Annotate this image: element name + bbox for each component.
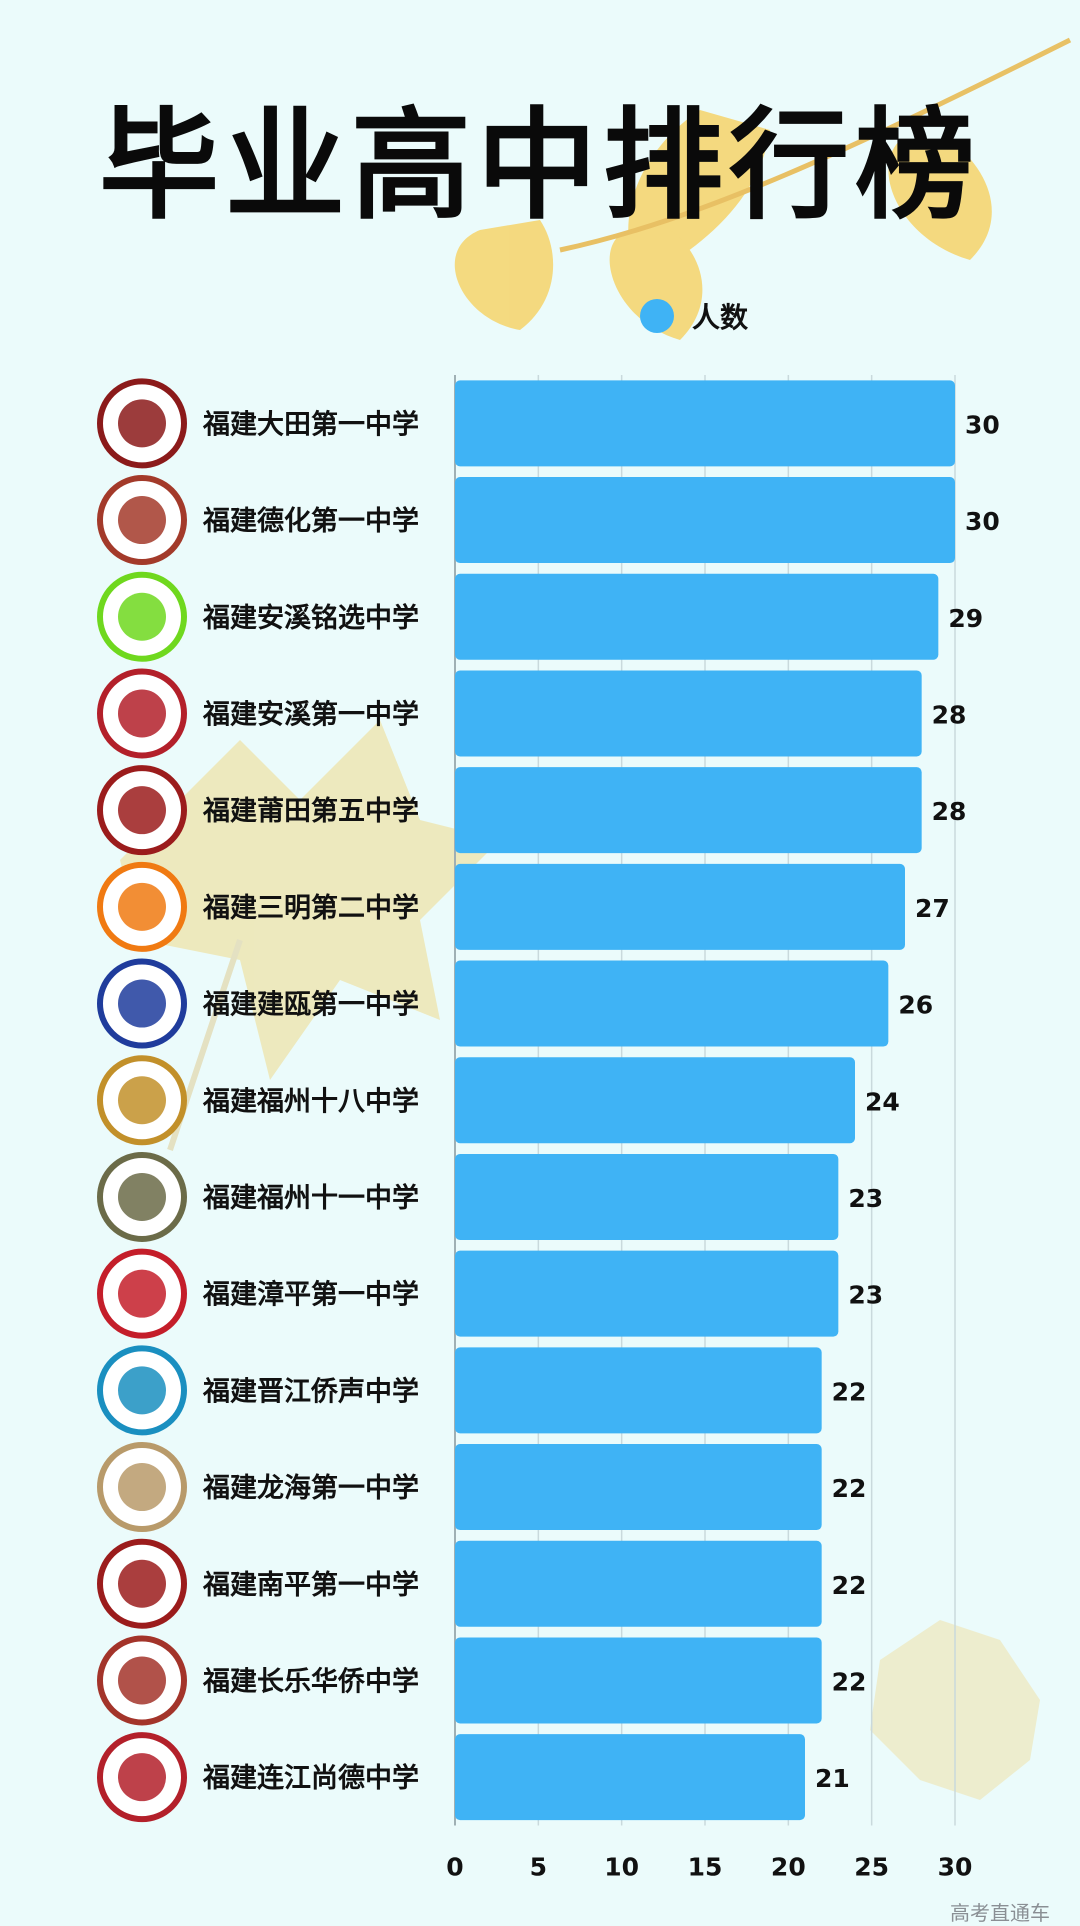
school-logo-emblem — [118, 1463, 166, 1512]
category-label: 福建长乐华侨中学 — [202, 1665, 419, 1697]
bar — [455, 573, 939, 660]
category-label: 福建安溪第一中学 — [202, 698, 419, 730]
bar — [455, 1734, 805, 1821]
x-tick-label: 15 — [688, 1853, 723, 1882]
x-tick-label: 5 — [530, 1853, 547, 1882]
legend-marker — [640, 299, 674, 333]
value-label: 27 — [915, 894, 950, 923]
school-logo-emblem — [118, 1269, 166, 1318]
school-logo-emblem — [118, 689, 166, 738]
bar — [455, 1637, 822, 1724]
value-label: 21 — [815, 1764, 850, 1793]
bar — [455, 380, 955, 467]
x-tick-label: 25 — [854, 1853, 889, 1882]
legend-label: 人数 — [692, 301, 749, 334]
bar — [455, 863, 905, 950]
chart-legend: 人数 — [640, 296, 748, 336]
category-label: 福建安溪铭选中学 — [202, 602, 419, 634]
school-logo-emblem — [118, 1753, 166, 1802]
school-logo-emblem — [118, 1366, 166, 1415]
category-label: 福建大田第一中学 — [202, 408, 419, 440]
value-label: 24 — [865, 1087, 900, 1116]
bar — [455, 1250, 839, 1337]
x-tick-label: 30 — [938, 1853, 973, 1882]
x-tick-label: 0 — [446, 1853, 463, 1882]
school-logo-emblem — [118, 592, 166, 641]
bar — [455, 670, 922, 757]
category-label: 福建德化第一中学 — [202, 505, 419, 537]
school-logo-emblem — [118, 1559, 166, 1608]
value-label: 28 — [932, 700, 967, 729]
branch-decoration — [559, 37, 1072, 253]
ginkgo-leaf-decoration — [609, 230, 703, 340]
value-label: 30 — [965, 507, 1000, 536]
school-logo-emblem — [118, 399, 166, 448]
school-logo-emblem — [118, 786, 166, 835]
school-logo-emblem — [118, 1172, 166, 1221]
category-label: 福建漳平第一中学 — [202, 1279, 419, 1311]
ginkgo-leaf-decoration — [888, 140, 992, 260]
value-label: 22 — [832, 1667, 867, 1696]
school-logo-emblem — [118, 1656, 166, 1705]
maple-leaf-decoration — [120, 720, 500, 1080]
bar — [455, 960, 889, 1047]
school-logo-emblem — [118, 979, 166, 1028]
category-label: 福建福州十一中学 — [202, 1182, 419, 1214]
school-logo-emblem — [118, 1076, 166, 1125]
category-label: 福建莆田第五中学 — [202, 795, 419, 827]
category-label: 福建福州十八中学 — [202, 1085, 419, 1117]
value-label: 22 — [832, 1377, 867, 1406]
value-label: 23 — [848, 1184, 883, 1213]
bar — [455, 1153, 839, 1240]
bar — [455, 477, 955, 564]
bar — [455, 1057, 855, 1144]
value-label: 30 — [965, 410, 1000, 439]
school-logo-emblem — [118, 496, 166, 545]
bar — [455, 767, 922, 854]
category-label: 福建晋江侨声中学 — [202, 1375, 419, 1407]
bar — [455, 1347, 822, 1434]
value-label: 29 — [948, 604, 983, 633]
value-label: 28 — [932, 797, 967, 826]
category-label: 福建建瓯第一中学 — [202, 989, 419, 1021]
value-label: 23 — [848, 1281, 883, 1310]
category-label: 福建三明第二中学 — [202, 892, 419, 924]
x-tick-label: 10 — [604, 1853, 639, 1882]
x-tick-label: 20 — [771, 1853, 806, 1882]
value-label: 22 — [832, 1474, 867, 1503]
category-label: 福建南平第一中学 — [202, 1569, 419, 1601]
value-label: 22 — [832, 1571, 867, 1600]
school-logo-emblem — [118, 882, 166, 931]
category-label: 福建龙海第一中学 — [202, 1472, 419, 1504]
value-label: 26 — [898, 991, 933, 1020]
watermark: 高考直通车 — [950, 1901, 1050, 1925]
ginkgo-leaf-decoration — [454, 220, 554, 330]
category-label: 福建连江尚德中学 — [202, 1762, 419, 1794]
bar — [455, 1540, 822, 1627]
page-title: 毕业高中排行榜 — [99, 97, 981, 236]
bar — [455, 1444, 822, 1531]
